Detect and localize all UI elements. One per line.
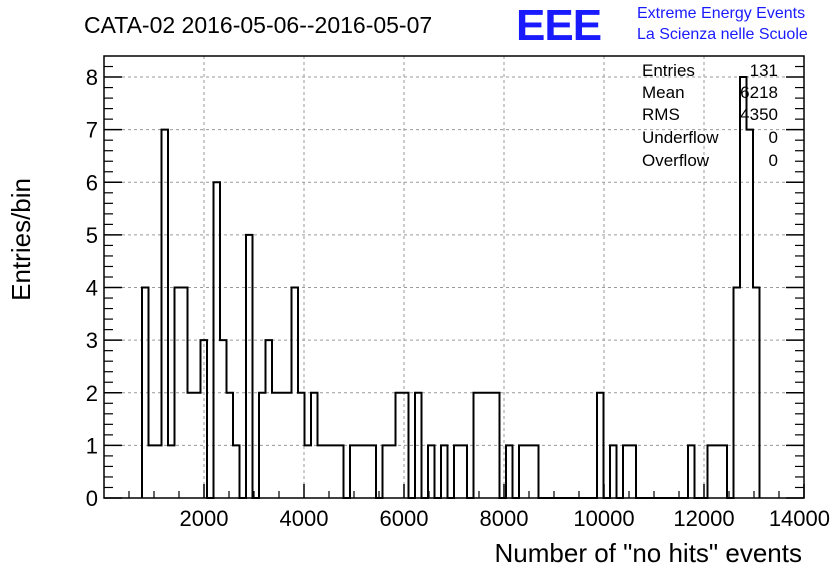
x-tick-label: 12000 [673,506,734,531]
chart-title: CATA-02 2016-05-06--2016-05-07 [84,12,432,38]
stats-underflow-value: 0 [769,128,778,147]
stats-mean-value: 6218 [740,83,778,102]
y-tick-label: 4 [86,276,98,301]
stats-rms-value: 4350 [740,105,778,124]
stats-mean-label: Mean [642,83,685,102]
y-tick-label: 7 [86,118,98,143]
x-tick-label: 4000 [280,506,329,531]
y-tick-label: 6 [86,170,98,195]
axis-ticks [104,65,805,499]
x-tick-label: 2000 [180,506,229,531]
y-tick-label: 2 [86,381,98,406]
eee-logo-letters: EEE [516,1,601,50]
x-tick-label: 6000 [380,506,429,531]
stats-overflow-value: 0 [769,151,778,170]
y-axis-title: Entries/bin [6,178,36,301]
stats-box: Entries 131 Mean 6218 RMS 4350 Underflow… [642,61,778,170]
y-tick-label: 1 [86,433,98,458]
stats-entries-value: 131 [750,61,778,80]
stats-underflow-label: Underflow [642,128,719,147]
x-tick-label: 8000 [480,506,529,531]
stats-entries-label: Entries [642,61,695,80]
y-tick-label: 8 [86,65,98,90]
y-tick-label: 3 [86,328,98,353]
x-tick-labels: 2000 4000 6000 8000 10000 12000 14000 [180,506,830,531]
stats-rms-label: RMS [642,105,680,124]
y-tick-labels: 0 1 2 3 4 5 6 7 8 [86,65,98,511]
x-axis-title: Number of "no hits" events [495,538,803,568]
x-tick-label: 14000 [769,506,830,531]
eee-logo-line2: La Scienza nelle Scuole [637,26,808,43]
stats-overflow-label: Overflow [642,151,710,170]
y-tick-label: 0 [86,486,98,511]
eee-logo-line1: Extreme Energy Events [637,5,805,22]
eee-logo: EEE Extreme Energy Events La Scienza nel… [516,1,808,50]
y-tick-label: 5 [86,223,98,248]
x-tick-label: 10000 [573,506,634,531]
